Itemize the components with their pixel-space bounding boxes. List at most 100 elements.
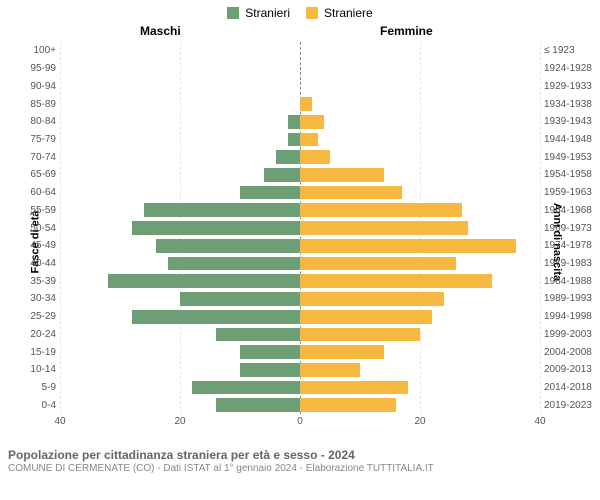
- birth-label: 1954-1958: [544, 169, 600, 180]
- birth-label: 1994-1998: [544, 311, 600, 322]
- chart-row: 80-841939-1943: [60, 113, 540, 131]
- legend-swatch-male: [227, 7, 239, 19]
- header-male: Maschi: [140, 24, 181, 38]
- birth-label: 1989-1993: [544, 293, 600, 304]
- bar-female: [300, 239, 516, 253]
- age-label: 90-94: [20, 81, 56, 92]
- bar-male: [180, 292, 300, 306]
- pyramid-chart: Fasce di età Anni di nascita 100+≤ 19239…: [0, 42, 600, 442]
- bar-female: [300, 97, 312, 111]
- chart-row: 100+≤ 1923: [60, 42, 540, 60]
- chart-row: 50-541969-1973: [60, 219, 540, 237]
- footer: Popolazione per cittadinanza straniera p…: [0, 442, 600, 474]
- age-label: 100+: [20, 45, 56, 56]
- x-axis: 402002040: [60, 414, 540, 442]
- bar-female: [300, 274, 492, 288]
- birth-label: 1929-1933: [544, 81, 600, 92]
- bar-female: [300, 203, 462, 217]
- bar-female: [300, 186, 402, 200]
- birth-label: 1959-1963: [544, 187, 600, 198]
- bar-male: [288, 115, 300, 129]
- bar-female: [300, 381, 408, 395]
- header-female: Femmine: [380, 24, 433, 38]
- birth-label: 1944-1948: [544, 134, 600, 145]
- chart-row: 30-341989-1993: [60, 290, 540, 308]
- chart-rows: 100+≤ 192395-991924-192890-941929-193385…: [60, 42, 540, 414]
- legend-swatch-female: [306, 7, 318, 19]
- age-label: 35-39: [20, 276, 56, 287]
- bar-female: [300, 257, 456, 271]
- age-label: 5-9: [20, 382, 56, 393]
- chart-row: 45-491974-1978: [60, 237, 540, 255]
- bar-female: [300, 168, 384, 182]
- bar-female: [300, 150, 330, 164]
- chart-row: 65-691954-1958: [60, 166, 540, 184]
- bar-female: [300, 115, 324, 129]
- birth-label: 1974-1978: [544, 240, 600, 251]
- chart-row: 70-741949-1953: [60, 148, 540, 166]
- bar-male: [240, 363, 300, 377]
- birth-label: 1964-1968: [544, 205, 600, 216]
- x-tick: 20: [414, 416, 425, 427]
- birth-label: 2004-2008: [544, 347, 600, 358]
- bar-male: [216, 398, 300, 412]
- birth-label: 2014-2018: [544, 382, 600, 393]
- age-label: 95-99: [20, 63, 56, 74]
- birth-label: 1999-2003: [544, 329, 600, 340]
- birth-label: 1934-1938: [544, 99, 600, 110]
- age-label: 75-79: [20, 134, 56, 145]
- chart-row: 75-791944-1948: [60, 131, 540, 149]
- chart-row: 10-142009-2013: [60, 361, 540, 379]
- chart-row: 90-941929-1933: [60, 77, 540, 95]
- bar-male: [168, 257, 300, 271]
- chart-row: 60-641959-1963: [60, 184, 540, 202]
- x-tick: 0: [297, 416, 303, 427]
- chart-row: 55-591964-1968: [60, 201, 540, 219]
- age-label: 40-44: [20, 258, 56, 269]
- chart-row: 25-291994-1998: [60, 308, 540, 326]
- bar-male: [288, 133, 300, 147]
- age-label: 55-59: [20, 205, 56, 216]
- footer-title: Popolazione per cittadinanza straniera p…: [8, 448, 592, 462]
- chart-row: 95-991924-1928: [60, 60, 540, 78]
- chart-row: 35-391984-1988: [60, 272, 540, 290]
- birth-label: 1949-1953: [544, 152, 600, 163]
- legend: Stranieri Straniere: [0, 0, 600, 24]
- chart-row: 15-192004-2008: [60, 343, 540, 361]
- legend-item-female: Straniere: [306, 6, 373, 20]
- bar-female: [300, 221, 468, 235]
- x-tick: 40: [534, 416, 545, 427]
- bar-male: [144, 203, 300, 217]
- legend-item-male: Stranieri: [227, 6, 290, 20]
- chart-row: 40-441979-1983: [60, 255, 540, 273]
- age-label: 10-14: [20, 364, 56, 375]
- x-tick: 40: [54, 416, 65, 427]
- bar-male: [132, 310, 300, 324]
- birth-label: 1984-1988: [544, 276, 600, 287]
- age-label: 0-4: [20, 400, 56, 411]
- bar-male: [276, 150, 300, 164]
- bar-female: [300, 398, 396, 412]
- chart-area: 100+≤ 192395-991924-192890-941929-193385…: [60, 42, 540, 414]
- bar-male: [264, 168, 300, 182]
- age-label: 30-34: [20, 293, 56, 304]
- bar-male: [132, 221, 300, 235]
- age-label: 15-19: [20, 347, 56, 358]
- footer-subtitle: COMUNE DI CERMENATE (CO) - Dati ISTAT al…: [8, 463, 592, 474]
- age-label: 85-89: [20, 99, 56, 110]
- bar-female: [300, 363, 360, 377]
- age-label: 60-64: [20, 187, 56, 198]
- bar-male: [156, 239, 300, 253]
- birth-label: 2009-2013: [544, 364, 600, 375]
- chart-row: 5-92014-2018: [60, 379, 540, 397]
- bar-male: [240, 345, 300, 359]
- birth-label: 1924-1928: [544, 63, 600, 74]
- birth-label: 1969-1973: [544, 223, 600, 234]
- age-label: 65-69: [20, 169, 56, 180]
- chart-row: 20-241999-2003: [60, 326, 540, 344]
- bar-female: [300, 345, 384, 359]
- bar-male: [192, 381, 300, 395]
- birth-label: 1979-1983: [544, 258, 600, 269]
- bar-female: [300, 292, 444, 306]
- bar-male: [108, 274, 300, 288]
